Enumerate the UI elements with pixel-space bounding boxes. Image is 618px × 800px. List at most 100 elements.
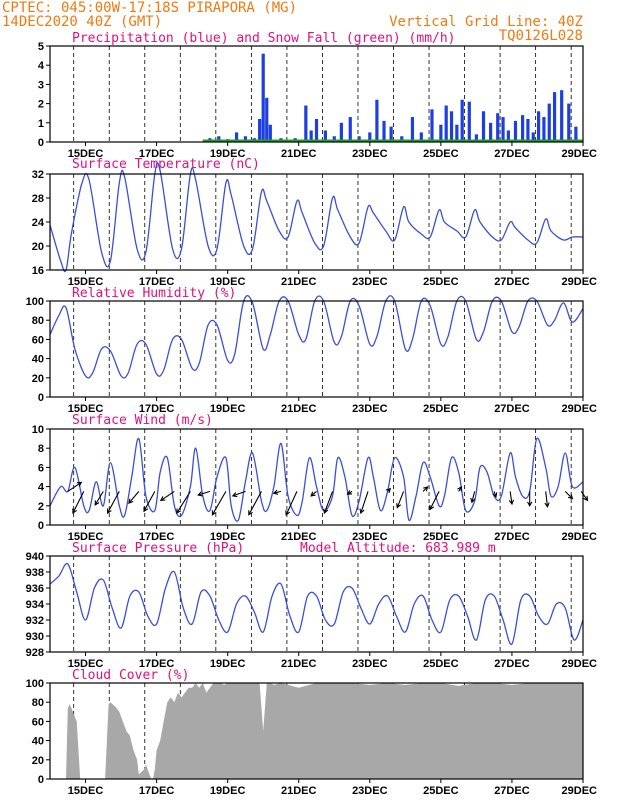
- precip-bar: [455, 124, 459, 142]
- x-tick-label: 29DEC: [562, 403, 598, 415]
- wind-vector: [564, 491, 574, 500]
- y-tick-label: 100: [26, 678, 44, 690]
- x-tick-label: 27DEC: [494, 531, 530, 543]
- wind-vector: [143, 491, 156, 513]
- x-tick-label: 19DEC: [210, 276, 246, 288]
- wind-vector: [176, 491, 191, 514]
- y-tick-label: 4: [38, 482, 45, 494]
- precip-bar: [243, 136, 248, 142]
- wind-vector: [248, 491, 262, 516]
- x-tick-label: 17DEC: [139, 785, 175, 797]
- y-tick-label: 60: [32, 334, 44, 346]
- precip-bar: [449, 111, 454, 142]
- precip-bar: [314, 118, 319, 142]
- y-tick-label: 928: [26, 647, 44, 659]
- y-tick-label: 40: [32, 736, 44, 748]
- y-tick-label: 16: [32, 265, 44, 277]
- y-tick-label: 5: [38, 41, 44, 53]
- precip-bar: [368, 132, 372, 142]
- pressure-frame: [49, 555, 584, 653]
- precip-title: Precipitation (blue) and Snow Fall (gree…: [72, 31, 456, 46]
- x-tick-label: 21DEC: [281, 785, 317, 797]
- humidity-line: [49, 295, 584, 379]
- precip-bar: [261, 53, 265, 142]
- y-tick-label: 940: [26, 551, 44, 563]
- precip-bar: [348, 117, 352, 142]
- x-tick-label: 23DEC: [352, 785, 388, 797]
- precip-bar: [496, 113, 500, 142]
- pressure-title: Surface Pressure (hPa): [72, 541, 244, 556]
- precip-bar: [444, 105, 448, 142]
- x-tick-label: 25DEC: [423, 403, 459, 415]
- x-tick-label: 23DEC: [352, 658, 388, 670]
- pressure-line: [49, 562, 584, 645]
- wind-vector: [323, 491, 334, 515]
- wind-vector: [67, 481, 83, 492]
- x-tick-label: 25DEC: [423, 531, 459, 543]
- x-tick-label: 25DEC: [423, 658, 459, 670]
- x-tick-label: 17DEC: [139, 403, 175, 415]
- y-tick-label: 4: [38, 60, 45, 72]
- wind-vector: [508, 491, 515, 506]
- cloud-panel: 0 20 40 60 80 100 15DEC 17DEC 19DEC 21DEC 23DEC 25D…: [26, 678, 597, 797]
- wind-vector: [385, 487, 392, 494]
- y-tick-label: 20: [32, 373, 44, 385]
- temperature-panel: 16 20 24 28 32 15DEC 17DEC 19DEC 21DEC 23DEC 25DEC…: [32, 162, 597, 288]
- wind-vector: [492, 491, 498, 498]
- x-tick-label: 27DEC: [494, 148, 530, 160]
- wind-vector: [457, 485, 462, 492]
- wind-vector: [128, 491, 140, 504]
- x-tick-label: 15DEC: [68, 531, 104, 543]
- header-grid-note: Vertical Grid Line: 40Z: [389, 14, 583, 30]
- precip-bar: [526, 118, 530, 142]
- y-tick-label: 3: [38, 79, 44, 91]
- wind-frame: [49, 428, 584, 526]
- x-tick-label: 23DEC: [352, 276, 388, 288]
- y-tick-label: 28: [32, 193, 44, 205]
- y-tick-label: 936: [26, 583, 44, 595]
- precip-bar: [567, 103, 571, 142]
- precip-bar: [542, 117, 546, 142]
- wind-vector: [580, 491, 589, 502]
- x-tick-label: 27DEC: [494, 403, 530, 415]
- y-tick-label: 930: [26, 631, 44, 643]
- x-tick-label: 15DEC: [68, 148, 104, 160]
- precip-bar: [460, 99, 464, 142]
- x-tick-label: 21DEC: [281, 658, 317, 670]
- precip-bar: [513, 120, 518, 142]
- x-tick-label: 25DEC: [423, 785, 459, 797]
- wind-line: [49, 437, 584, 522]
- precip-panel: 0 1 2 3 4 5 15DEC 17DEC 19DEC 21DEC 23DEC 25DEC 27DE…: [38, 41, 597, 160]
- header-location: CPTEC: 045:00W-17:18S PIRAPORA (MG): [2, 0, 297, 16]
- x-tick-label: 25DEC: [423, 148, 459, 160]
- x-tick-label: 25DEC: [423, 276, 459, 288]
- y-tick-label: 60: [32, 716, 44, 728]
- temperature-line: [49, 162, 584, 273]
- precip-bar: [552, 92, 557, 142]
- x-tick-label: 15DEC: [68, 403, 104, 415]
- precip-bar: [357, 136, 361, 142]
- x-tick-label: 19DEC: [210, 148, 246, 160]
- precip-bar: [323, 130, 327, 142]
- y-tick-label: 80: [32, 697, 44, 709]
- y-tick-label: 24: [32, 217, 45, 229]
- x-tick-label: 15DEC: [68, 276, 104, 288]
- wind-vector: [346, 489, 353, 495]
- x-tick-label: 21DEC: [281, 148, 317, 160]
- wind-vector: [159, 490, 175, 502]
- precip-bar: [501, 117, 505, 142]
- precip-bar: [410, 117, 415, 142]
- x-tick-label: 29DEC: [562, 785, 598, 797]
- y-tick-label: 0: [38, 774, 44, 786]
- precip-bar: [400, 136, 404, 142]
- precip-bar: [489, 122, 493, 142]
- wind-vector: [470, 491, 476, 504]
- precip-bar: [536, 111, 541, 142]
- x-tick-label: 17DEC: [139, 148, 175, 160]
- cloud-title: Cloud Cover (%): [72, 668, 189, 683]
- precip-bar: [531, 132, 535, 142]
- y-tick-label: 40: [32, 354, 44, 366]
- y-tick-label: 32: [32, 169, 44, 181]
- x-tick-label: 27DEC: [494, 785, 530, 797]
